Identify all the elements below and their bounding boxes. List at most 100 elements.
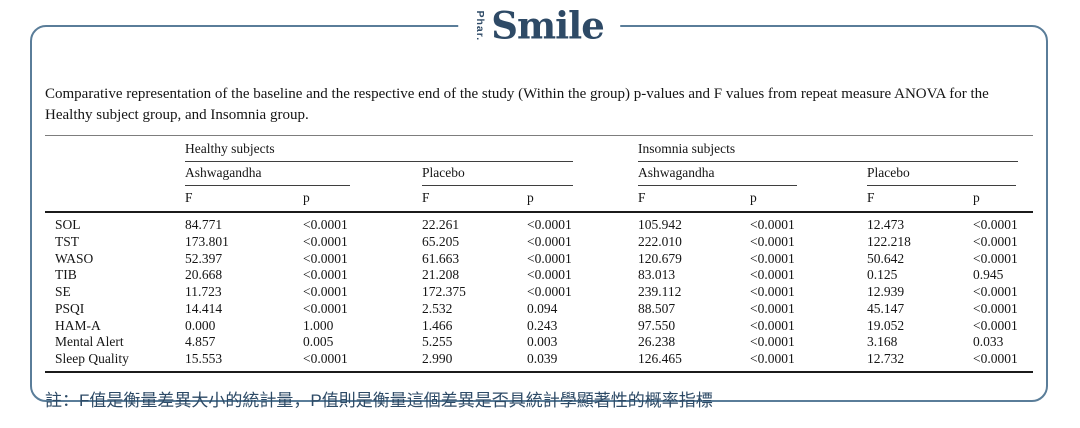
treatment-header-ashwagandha-insomnia: Ashwagandha [638, 162, 867, 186]
value-cell: <0.0001 [303, 284, 348, 300]
value-cell: 2.990 [422, 350, 527, 373]
value-cell: <0.0001 [527, 267, 572, 283]
stat-header-f: F [638, 186, 751, 213]
value-cell: 239.112 [638, 284, 682, 300]
value-cell: <0.0001 [973, 300, 1018, 316]
row-label: SE [55, 284, 71, 300]
value-cell: 105.942 [638, 217, 682, 232]
value-cell: 0.094 [527, 300, 558, 316]
table-row-sleep-quality: Sleep Quality 15.553 <0.0001 2.990 0.039… [45, 350, 1034, 373]
value-cell: 0.000 [185, 317, 216, 333]
value-cell: <0.0001 [527, 284, 572, 300]
stat-header-row: F p F p F p F p [45, 186, 1034, 213]
value-cell: <0.0001 [750, 233, 795, 249]
value-cell: 0.033 [973, 334, 1004, 350]
row-label: Mental Alert [55, 334, 124, 350]
treatment-header-ashwagandha-healthy: Ashwagandha [185, 162, 422, 186]
value-cell: 222.010 [638, 233, 682, 249]
value-cell: <0.0001 [750, 250, 795, 266]
value-cell: 19.052 [867, 317, 905, 333]
treatment-header-placebo-healthy: Placebo [422, 162, 638, 186]
value-cell: 65.205 [422, 233, 460, 249]
value-cell: <0.0001 [527, 250, 572, 266]
value-cell: 0.945 [973, 267, 1004, 283]
value-cell: <0.0001 [303, 267, 348, 283]
empty-corner-cell [45, 135, 185, 162]
value-cell: 122.218 [867, 233, 911, 249]
value-cell: <0.0001 [973, 284, 1018, 300]
value-cell: <0.0001 [303, 233, 348, 249]
treatment-header-placebo-insomnia: Placebo [867, 162, 1033, 186]
value-cell: <0.0001 [973, 233, 1018, 249]
value-cell: 2.532 [422, 300, 453, 316]
group-header-healthy: Healthy subjects [185, 135, 639, 162]
value-cell: <0.0001 [973, 217, 1018, 232]
empty-cell [45, 162, 185, 186]
table-row-sol: SOL 84.771 <0.0001 22.261 <0.0001 105.94… [45, 212, 1033, 233]
value-cell: 4.857 [185, 334, 216, 350]
anova-results-table: Healthy subjects Insomnia subjects Ashwa… [45, 135, 1034, 373]
value-cell: <0.0001 [750, 267, 795, 283]
brand-prefix-vertical-text: Phar. [474, 10, 487, 42]
stat-header-f: F [185, 186, 303, 213]
table-row-waso: WASO 52.397 <0.0001 61.663 <0.0001 120.6… [45, 250, 1033, 267]
row-label: WASO [55, 250, 94, 266]
value-cell: <0.0001 [527, 233, 572, 249]
value-cell: 21.208 [422, 267, 460, 283]
stat-header-p: p [527, 186, 639, 213]
value-cell: 50.642 [867, 250, 905, 266]
value-cell: 3.168 [867, 334, 898, 350]
value-cell: 14.414 [185, 300, 223, 316]
value-cell: <0.0001 [527, 217, 572, 232]
table-row-se: SE 11.723 <0.0001 172.375 <0.0001 239.11… [45, 284, 1033, 301]
value-cell: <0.0001 [303, 217, 348, 232]
table-caption: Comparative representation of the baseli… [45, 86, 989, 123]
stat-header-p: p [973, 186, 1034, 213]
value-cell: 26.238 [638, 334, 676, 350]
value-cell: 12.732 [867, 350, 974, 373]
card-content: Comparative representation of the baseli… [45, 84, 1034, 411]
value-cell: <0.0001 [303, 250, 348, 266]
value-cell: 0.039 [527, 350, 639, 373]
table-row-ham-a: HAM-A 0.000 1.000 1.466 0.243 97.550 <0.… [45, 317, 1033, 334]
value-cell: 12.939 [867, 284, 905, 300]
row-label: PSQI [55, 300, 85, 316]
value-cell: <0.0001 [973, 317, 1018, 333]
value-cell: 1.000 [303, 317, 334, 333]
value-cell: 0.243 [527, 317, 558, 333]
row-label: SOL [55, 217, 81, 232]
row-label: HAM-A [55, 317, 101, 333]
value-cell: 15.553 [185, 350, 303, 373]
stat-header-f: F [422, 186, 527, 213]
value-cell: <0.0001 [750, 284, 795, 300]
value-cell: 5.255 [422, 334, 453, 350]
value-cell: 61.663 [422, 250, 460, 266]
value-cell: <0.0001 [750, 334, 795, 350]
value-cell: <0.0001 [750, 300, 795, 316]
value-cell: <0.0001 [750, 350, 868, 373]
value-cell: 83.013 [638, 267, 676, 283]
value-cell: <0.0001 [973, 350, 1034, 373]
brand-name: Smile [491, 3, 605, 48]
value-cell: 22.261 [422, 217, 460, 232]
table-row-tib: TIB 20.668 <0.0001 21.208 <0.0001 83.013… [45, 267, 1033, 284]
value-cell: 0.003 [527, 334, 558, 350]
value-cell: 84.771 [185, 217, 223, 232]
group-header-insomnia: Insomnia subjects [638, 135, 1034, 162]
value-cell: <0.0001 [750, 217, 795, 232]
value-cell: <0.0001 [973, 250, 1018, 266]
value-cell: 97.550 [638, 317, 676, 333]
info-card-frame [30, 25, 1048, 402]
value-cell: 52.397 [185, 250, 223, 266]
value-cell: 126.465 [638, 350, 751, 373]
value-cell: 88.507 [638, 300, 676, 316]
value-cell: 11.723 [185, 284, 222, 300]
value-cell: 173.801 [185, 233, 229, 249]
value-cell: 20.668 [185, 267, 223, 283]
value-cell: 0.125 [867, 267, 898, 283]
stat-header-f: F [867, 186, 974, 213]
treatment-header-row: Ashwagandha Placebo Ashwagandha Placebo [45, 162, 1033, 186]
value-cell: <0.0001 [750, 317, 795, 333]
stat-header-p: p [303, 186, 422, 213]
